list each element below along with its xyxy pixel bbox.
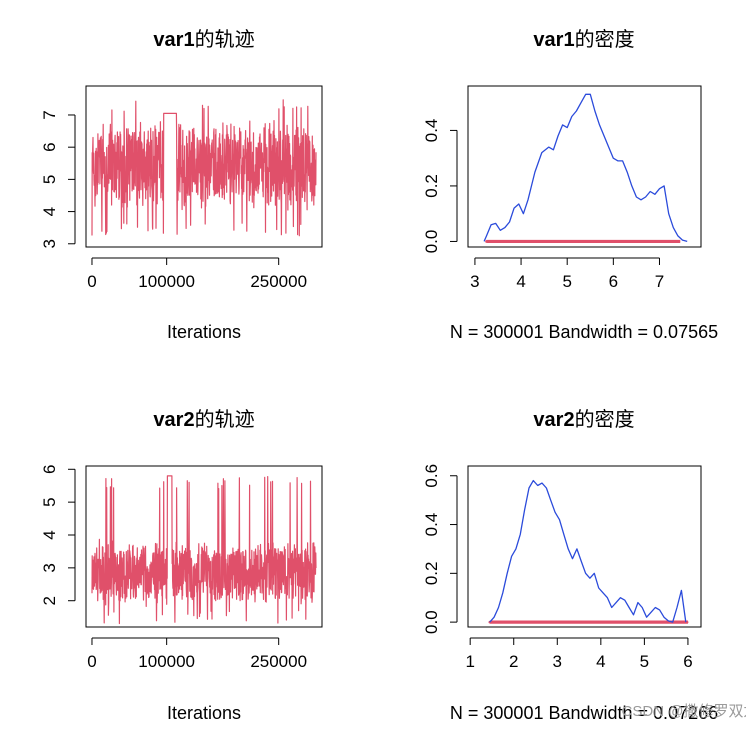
x-tick-label: 3 (470, 272, 479, 291)
panel-var1-trace: var1的轨迹 0 100000 250000 3 4 5 6 7 Iterations (40, 28, 323, 342)
y-tick-label: 0.2 (422, 174, 441, 198)
rug-marks (485, 239, 681, 244)
x-tick-label: 100000 (138, 272, 195, 291)
chart-title: var2的密度 (533, 408, 634, 431)
x-tick-label: 250000 (250, 272, 307, 291)
y-tick-label: 6 (40, 465, 59, 474)
trace-line (91, 475, 317, 625)
x-axis: 3 4 5 6 7 (470, 257, 664, 291)
y-axis: 3 4 5 6 7 (40, 110, 76, 249)
panel-var2-density: var2的密度 1 2 3 4 5 6 0.0 0.2 0.4 0.6 N = 300001 Ba… (422, 408, 718, 723)
x-axis: 0 100000 250000 (87, 257, 307, 291)
y-tick-label: 0.0 (422, 230, 441, 254)
y-tick-label: 5 (40, 175, 59, 184)
y-tick-label: 3 (40, 239, 59, 248)
density-line (483, 93, 688, 243)
x-tick-label: 250000 (250, 652, 307, 671)
x-tick-label: 2 (509, 652, 518, 671)
chart-title: var2的轨迹 (153, 408, 254, 431)
x-tick-label: 5 (562, 272, 571, 291)
density-line (489, 479, 687, 623)
watermark-text: CSDN @撒修罗双龙 (622, 703, 746, 720)
trace-line (91, 99, 317, 237)
x-tick-label: 0 (87, 272, 96, 291)
rug-marks (488, 620, 689, 624)
x-tick-label: 7 (655, 272, 664, 291)
plot-frame (85, 85, 323, 248)
x-axis-label: N = 300001 Bandwidth = 0.07565 (450, 322, 718, 342)
x-tick-label: 3 (553, 652, 562, 671)
x-axis: 0 100000 250000 (87, 637, 307, 671)
y-axis: 2 3 4 5 6 (40, 465, 76, 605)
panel-var1-density: var1的密度 3 4 5 6 7 0.0 0.2 0.4 N = 300001 Bandwi… (422, 28, 718, 342)
y-tick-label: 7 (40, 110, 59, 119)
rug-point (685, 620, 689, 624)
x-tick-label: 4 (596, 652, 605, 671)
y-tick-label: 4 (40, 207, 59, 216)
y-tick-label: 2 (40, 596, 59, 605)
x-axis: 1 2 3 4 5 6 (465, 637, 693, 671)
x-tick-label: 6 (609, 272, 618, 291)
y-tick-label: 0.4 (422, 513, 441, 537)
y-axis: 0.0 0.2 0.4 0.6 (422, 464, 458, 634)
y-tick-label: 0.0 (422, 610, 441, 634)
rug-point (677, 240, 681, 243)
y-tick-label: 0.2 (422, 562, 441, 586)
chart-title: var1的密度 (533, 28, 634, 51)
panel-var2-trace: var2的轨迹 0 100000 250000 2 3 4 5 6 Iterations (40, 408, 323, 723)
x-tick-label: 100000 (138, 652, 195, 671)
y-tick-label: 0.6 (422, 464, 441, 488)
x-tick-label: 1 (465, 652, 474, 671)
x-tick-label: 0 (87, 652, 96, 671)
plot-frame (467, 465, 702, 628)
x-tick-label: 4 (516, 272, 525, 291)
x-axis-label: Iterations (167, 703, 241, 723)
y-tick-label: 4 (40, 530, 59, 539)
x-axis-label: Iterations (167, 322, 241, 342)
plot-frame (85, 465, 323, 628)
y-tick-label: 6 (40, 142, 59, 151)
x-tick-label: 6 (683, 652, 692, 671)
y-tick-label: 0.4 (422, 119, 441, 143)
x-tick-label: 5 (640, 652, 649, 671)
y-axis: 0.0 0.2 0.4 (422, 119, 458, 254)
y-tick-label: 5 (40, 497, 59, 506)
x-axis-label: N = 300001 Bandwidth = 0.07266 (450, 703, 718, 723)
plot-frame (467, 85, 702, 248)
y-tick-label: 3 (40, 563, 59, 572)
chart-title: var1的轨迹 (153, 28, 254, 51)
